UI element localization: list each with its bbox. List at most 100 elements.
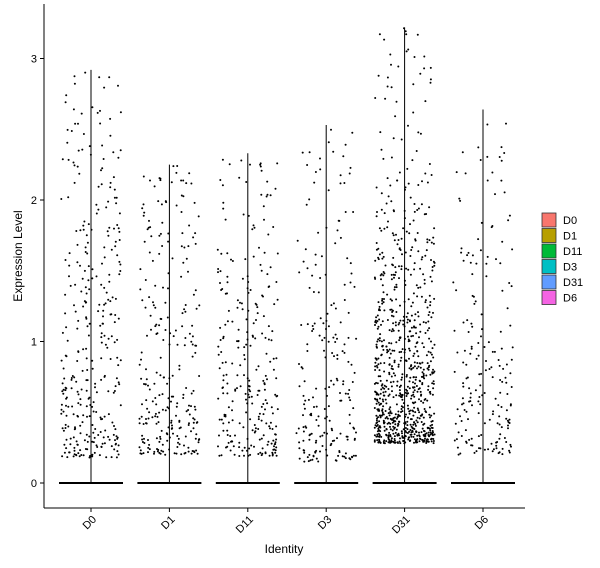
data-point-d31 [413,268,416,271]
data-point-d31 [381,257,384,260]
data-point-d1 [164,409,167,412]
data-point-d6 [461,397,464,400]
data-point-d6 [495,258,497,261]
data-point-d6 [510,386,513,388]
data-point-d6 [458,197,461,200]
data-point-d31 [394,420,397,423]
data-point-d6 [477,354,480,357]
data-point-d31 [429,433,432,436]
data-point-d31 [407,182,410,185]
data-point-d31 [388,438,391,441]
data-point-d31 [376,382,379,385]
data-point-d0 [87,265,90,268]
data-point-d11 [220,418,223,421]
data-point-d0 [117,227,120,230]
data-point-d31 [395,286,398,289]
data-point-d0 [108,280,111,283]
data-point-d6 [505,441,508,443]
data-point-d1 [142,423,145,425]
data-point-d31 [412,376,415,379]
data-point-d0 [113,196,116,199]
data-point-d1 [184,304,187,306]
x-ticks: D0 D1 D11 D3 D31 D6 [81,508,491,536]
data-point-d0 [61,331,64,334]
data-point-d11 [267,325,270,328]
data-point-d11 [234,388,237,391]
legend-label-d1: D1 [563,231,577,243]
data-point-d3 [327,340,330,343]
data-point-d6 [495,441,498,444]
data-point-d31 [428,391,431,394]
data-point-d31 [378,337,381,340]
data-point-d31 [374,398,377,401]
data-point-d11 [257,389,260,392]
data-point-d6 [497,404,500,407]
data-point-d0 [96,111,99,114]
data-point-d31 [384,390,387,393]
data-point-d31 [413,56,416,58]
data-point-d0 [71,375,74,377]
data-point-d31 [429,424,432,427]
data-point-d6 [494,193,496,196]
data-point-d6 [505,122,507,125]
data-point-d31 [385,433,388,436]
data-point-d1 [192,421,195,424]
data-point-d0 [77,122,79,125]
data-point-d31 [388,356,391,359]
data-point-d0 [88,322,91,325]
data-point-d31 [414,411,417,414]
data-point-d31 [385,416,388,418]
data-point-d3 [309,433,312,436]
data-point-d31 [396,416,399,419]
data-point-d31 [422,440,425,443]
data-point-d11 [257,453,260,455]
data-point-d0 [66,456,69,459]
data-point-d31 [399,304,401,307]
data-point-d3 [302,414,304,417]
data-point-d0 [74,283,77,286]
data-point-d31 [389,417,392,420]
data-point-d11 [257,415,260,418]
data-point-d31 [432,440,435,442]
data-point-d11 [224,415,227,418]
data-point-d6 [499,379,502,381]
data-point-d1 [162,450,165,453]
data-point-d31 [408,339,411,342]
data-point-d0 [104,343,107,346]
data-point-d0 [91,424,94,426]
data-point-d31 [401,253,403,256]
data-point-d0 [68,252,71,255]
data-point-d0 [113,448,116,451]
data-point-d31 [410,367,413,370]
data-point-d0 [86,379,89,382]
data-point-d31 [402,319,405,322]
data-point-d31 [389,406,392,409]
data-point-d1 [192,236,195,239]
data-point-d3 [311,458,314,461]
data-point-d31 [431,434,434,437]
data-point-d3 [302,394,305,397]
data-point-d31 [411,301,414,304]
data-point-d31 [397,442,399,444]
data-point-d31 [431,393,434,396]
data-point-d31 [393,439,396,442]
data-point-d1 [182,261,185,264]
data-point-d11 [217,445,219,448]
data-point-d31 [398,394,401,397]
data-point-d31 [376,320,379,323]
data-point-d31 [383,362,386,364]
data-point-d31 [416,416,419,419]
data-point-d6 [503,152,506,154]
data-point-d31 [376,340,379,343]
data-point-d31 [399,359,402,362]
data-point-d1 [160,318,163,320]
data-point-d0 [113,390,116,392]
data-point-d3 [343,455,346,458]
data-point-d3 [328,419,331,422]
data-point-d31 [379,375,382,378]
data-point-d31 [383,429,386,432]
data-point-d6 [487,448,490,451]
data-point-d0 [74,310,77,313]
data-point-d11 [226,320,229,323]
data-point-d0 [76,443,79,446]
